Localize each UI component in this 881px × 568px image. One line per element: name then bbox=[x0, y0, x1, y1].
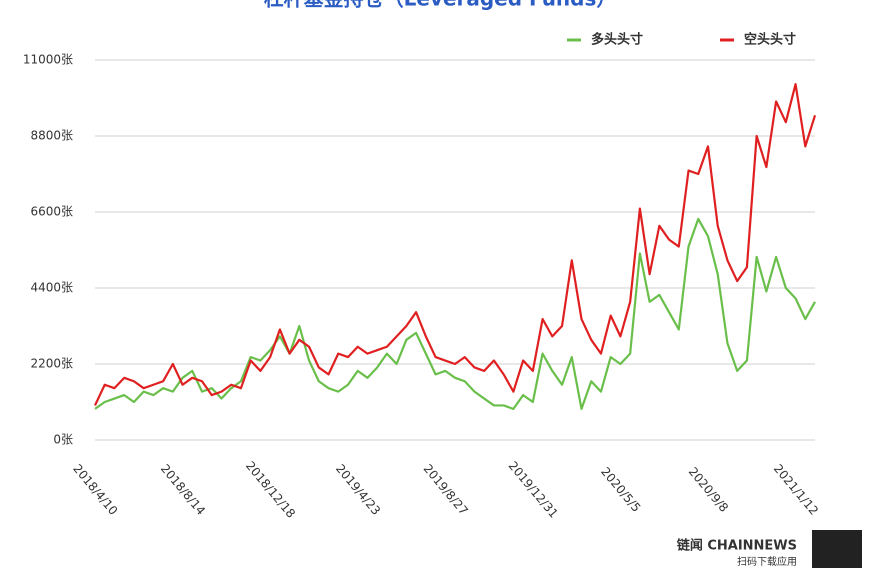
y-tick-label: 11000张 bbox=[23, 53, 73, 67]
y-tick-label: 8800张 bbox=[30, 129, 73, 143]
x-tick-label: 2019/8/27 bbox=[421, 462, 471, 518]
y-tick-label: 6600张 bbox=[30, 205, 73, 219]
y-tick-label: 2200张 bbox=[30, 357, 73, 371]
x-tick-label: 2019/12/31 bbox=[506, 459, 561, 521]
x-tick-label: 2019/4/23 bbox=[333, 462, 383, 518]
x-tick-label: 2018/8/14 bbox=[158, 462, 208, 518]
qr-code bbox=[812, 530, 862, 568]
x-tick-label: 2018/12/18 bbox=[243, 459, 298, 521]
logo-tagline: 扫码下载应用 bbox=[737, 555, 797, 568]
x-tick-label: 2020/5/5 bbox=[598, 465, 643, 515]
legend-label: 空头头寸 bbox=[744, 32, 796, 48]
series-line bbox=[94, 83, 817, 406]
chart-title: 杠杆基金持仓（Leveraged Funds） bbox=[264, 0, 617, 11]
x-tick-label: 2018/4/10 bbox=[70, 462, 120, 518]
series-line bbox=[94, 217, 816, 411]
y-tick-label: 0张 bbox=[53, 433, 73, 447]
x-tick-label: 2021/1/12 bbox=[771, 462, 821, 518]
logo-brand: 链闻 CHAINNEWS bbox=[676, 538, 797, 554]
legend-label: 多头头寸 bbox=[591, 32, 643, 48]
x-tick-label: 2020/9/8 bbox=[686, 465, 731, 515]
y-tick-label: 4400张 bbox=[30, 281, 73, 295]
